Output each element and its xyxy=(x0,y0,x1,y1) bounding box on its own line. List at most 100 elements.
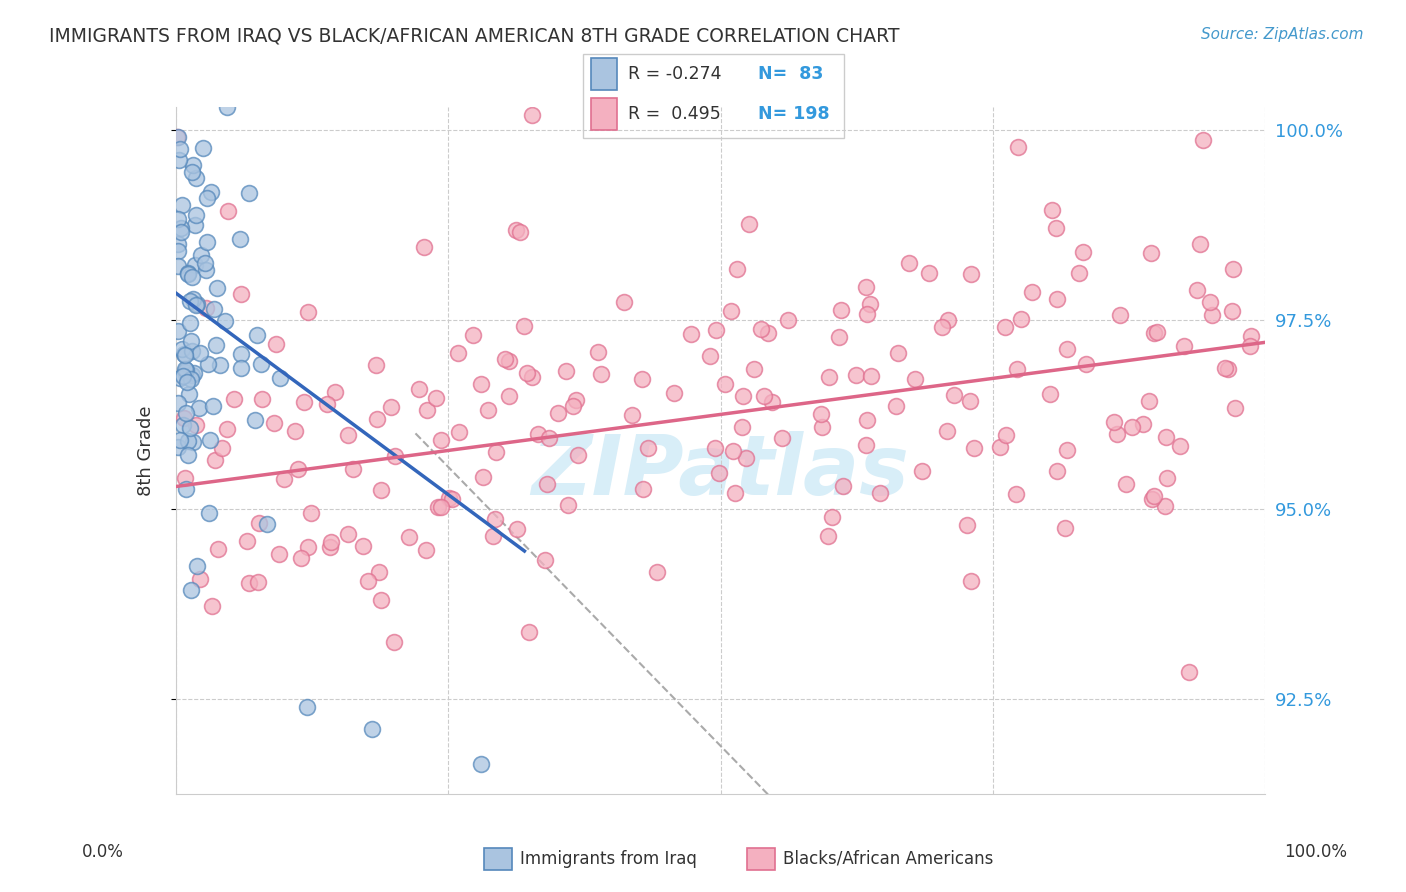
Point xyxy=(1137,394,1160,409)
Point xyxy=(188,345,211,359)
Point xyxy=(380,401,402,415)
Point xyxy=(724,486,747,500)
Point xyxy=(360,723,382,737)
Point xyxy=(620,408,643,422)
Point xyxy=(818,370,841,384)
Point xyxy=(177,387,200,401)
Point xyxy=(1178,665,1201,680)
Point xyxy=(589,367,612,381)
Point xyxy=(995,428,1018,442)
Point xyxy=(297,540,319,554)
Point xyxy=(754,389,776,403)
Point xyxy=(201,599,224,613)
Point xyxy=(184,170,207,185)
Point xyxy=(172,369,194,384)
Y-axis label: 8th Grade: 8th Grade xyxy=(136,405,155,496)
Point xyxy=(180,372,202,386)
Point xyxy=(506,522,529,536)
Point xyxy=(342,462,364,476)
Point xyxy=(1046,464,1069,478)
Point xyxy=(170,342,193,356)
Point xyxy=(236,534,259,549)
Point xyxy=(382,635,405,649)
Point xyxy=(749,322,772,336)
Point xyxy=(207,542,229,557)
Point xyxy=(832,479,855,493)
Point xyxy=(520,108,543,122)
Point xyxy=(1007,139,1029,153)
Point xyxy=(194,256,217,270)
Point xyxy=(368,566,391,580)
Point xyxy=(1056,342,1078,356)
Point xyxy=(1005,362,1028,376)
Point xyxy=(384,449,406,463)
Point xyxy=(1105,427,1128,442)
Point xyxy=(183,292,205,306)
Point xyxy=(222,392,245,406)
Point xyxy=(1240,329,1263,343)
Point xyxy=(988,440,1011,454)
Point xyxy=(238,575,260,590)
Point xyxy=(170,221,193,235)
Point xyxy=(1076,357,1098,371)
Point xyxy=(505,223,527,237)
Point xyxy=(485,444,508,458)
Point xyxy=(1046,293,1069,307)
Point xyxy=(214,313,236,327)
Point xyxy=(200,186,222,200)
Point xyxy=(1039,387,1062,401)
Point xyxy=(1146,326,1168,340)
Point xyxy=(516,366,538,380)
Text: Source: ZipAtlas.com: Source: ZipAtlas.com xyxy=(1201,27,1364,42)
Point xyxy=(173,410,195,425)
Point xyxy=(918,266,941,280)
Point xyxy=(167,440,190,454)
Point xyxy=(1216,362,1239,376)
Point xyxy=(176,483,198,497)
Point xyxy=(942,388,965,402)
Point xyxy=(645,566,668,580)
Point xyxy=(415,543,437,558)
Point xyxy=(1223,401,1246,415)
Point xyxy=(430,500,453,514)
Point xyxy=(470,376,492,391)
Point xyxy=(256,516,278,531)
Point xyxy=(1213,361,1236,376)
Point xyxy=(859,297,882,311)
Bar xyxy=(592,97,617,130)
Point xyxy=(299,506,322,520)
Point xyxy=(177,434,200,448)
Point xyxy=(427,500,450,514)
Point xyxy=(209,358,232,372)
Point xyxy=(181,165,204,179)
Point xyxy=(398,530,420,544)
Point xyxy=(1142,491,1164,506)
Point xyxy=(1143,326,1166,340)
Point xyxy=(811,420,834,434)
Point xyxy=(176,375,198,389)
Point xyxy=(1170,439,1192,453)
Point xyxy=(725,261,748,276)
Point xyxy=(931,320,953,334)
Point xyxy=(273,472,295,486)
Point xyxy=(247,574,270,589)
Point xyxy=(856,307,879,321)
Point xyxy=(1173,339,1195,353)
Point xyxy=(183,218,205,232)
Point xyxy=(1185,283,1208,297)
Bar xyxy=(484,847,512,870)
Point xyxy=(440,491,463,506)
Point xyxy=(1108,308,1130,322)
Point xyxy=(284,424,307,438)
Point xyxy=(845,368,868,383)
Point xyxy=(897,256,920,270)
Point xyxy=(706,323,728,337)
Point xyxy=(356,574,378,588)
Point xyxy=(1188,237,1211,252)
Point xyxy=(959,394,981,409)
Text: Immigrants from Iraq: Immigrants from Iraq xyxy=(520,849,696,868)
Point xyxy=(1140,246,1163,260)
Text: R = -0.274: R = -0.274 xyxy=(627,65,721,83)
Point xyxy=(737,217,759,231)
Point xyxy=(246,327,269,342)
